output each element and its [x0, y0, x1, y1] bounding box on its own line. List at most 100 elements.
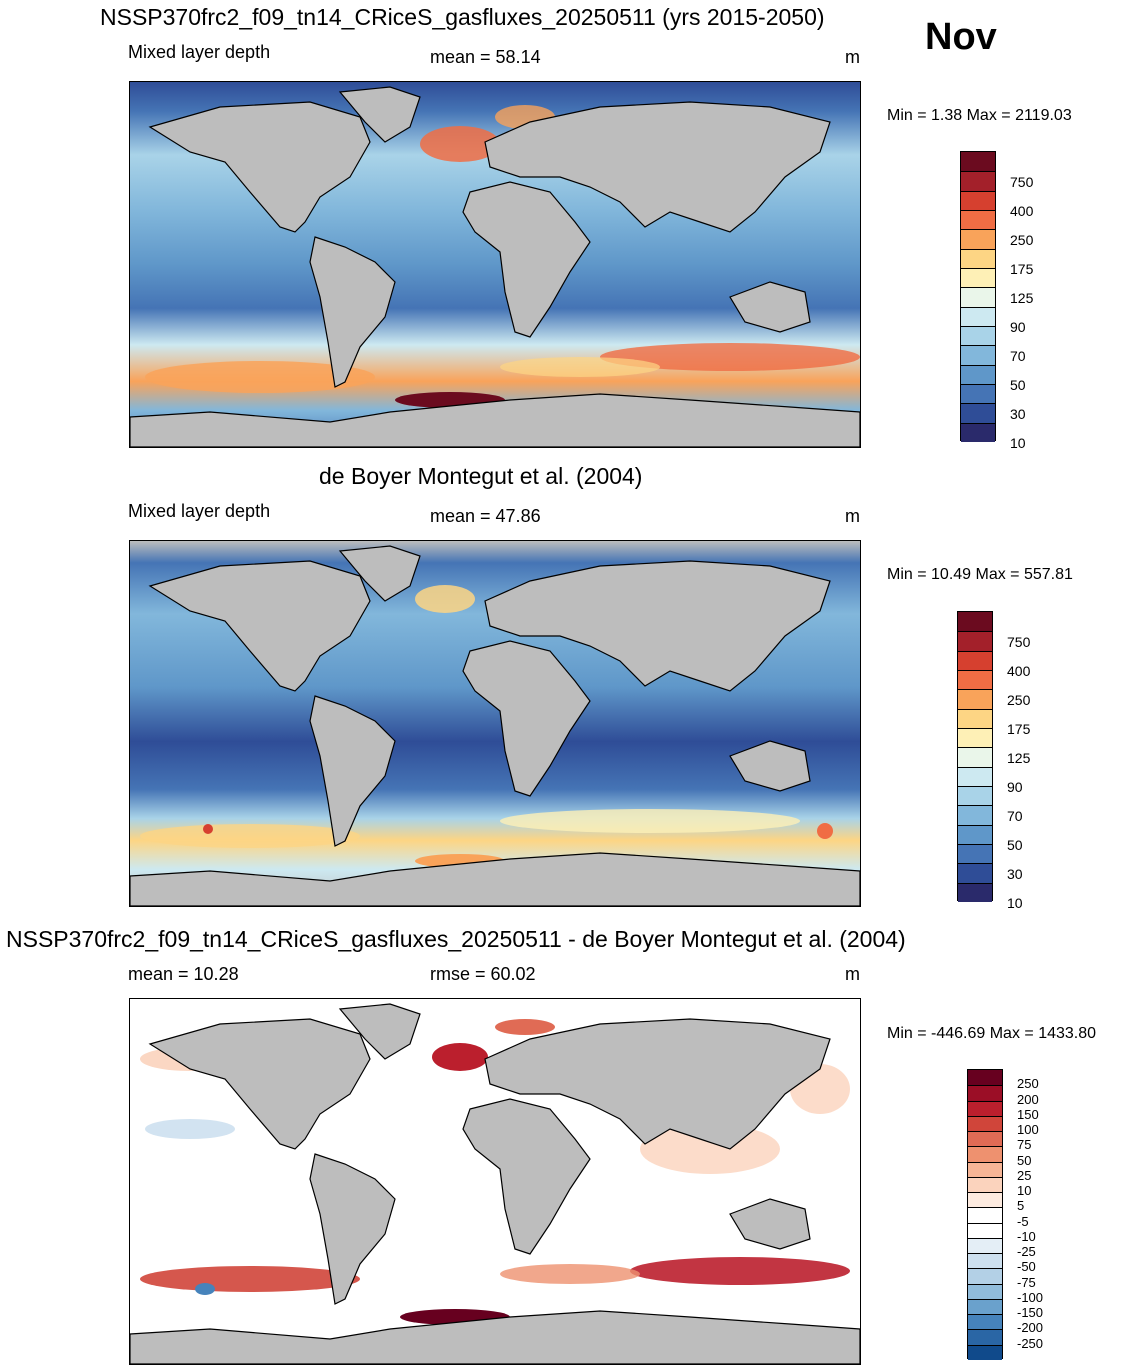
month-label: Nov: [925, 16, 997, 58]
panel-1-map: [129, 81, 861, 448]
colorbar-segment: [968, 1222, 1002, 1238]
colorbar-segment: [958, 631, 992, 651]
panel-3-mean-label: mean = 10.28: [128, 964, 239, 984]
colorbar-tick-label: 125: [1010, 289, 1034, 306]
colorbar-segment: [958, 882, 992, 902]
colorbar-segment: [968, 1100, 1002, 1116]
panel-3-units: m: [845, 964, 860, 984]
colorbar-segment: [961, 229, 995, 249]
colorbar-segment: [968, 1131, 1002, 1147]
colorbar-tick-label: 175: [1010, 260, 1034, 277]
colorbar-segment: [958, 612, 992, 632]
colorbar-tick-label: 30: [1007, 865, 1023, 882]
colorbar-segment: [968, 1253, 1002, 1269]
panel-1-minmax: Min = 1.38 Max = 2119.03: [887, 107, 1072, 124]
panel-2-minmax: Min = 10.49 Max = 557.81: [887, 566, 1073, 583]
colorbar-tick-label: 90: [1007, 778, 1023, 795]
colorbar-segment: [961, 248, 995, 268]
colorbar-tick-label: -200: [1017, 1320, 1044, 1336]
colorbar-segment: [958, 728, 992, 748]
colorbar-tick-label: 25: [1017, 1167, 1032, 1183]
colorbar-tick-label: -250: [1017, 1335, 1044, 1351]
colorbar-segment: [968, 1176, 1002, 1193]
panel-3-minmax: Min = -446.69 Max = 1433.80: [887, 1025, 1097, 1042]
panel-2-map: [129, 540, 861, 907]
colorbar-tick-label: 400: [1010, 202, 1034, 219]
colorbar-segment: [958, 824, 992, 844]
panel-3-rmse-label: rmse = 60.02: [430, 964, 536, 984]
panel-3-map: [129, 998, 861, 1365]
colorbar-segment: [961, 403, 995, 423]
colorbar-tick-label: 90: [1010, 318, 1026, 335]
colorbar-tick-label: -50: [1017, 1259, 1036, 1275]
colorbar-tick-label: 150: [1017, 1106, 1039, 1122]
colorbar-segment: [968, 1192, 1002, 1208]
colorbar-segment: [958, 670, 992, 690]
panel-2-title: de Boyer Montegut et al. (2004): [319, 463, 643, 489]
colorbar-tick-label: 30: [1010, 405, 1026, 422]
colorbar-tick-label: 10: [1010, 434, 1026, 451]
colorbar-segment: [961, 190, 995, 210]
colorbar-tick-label: 75: [1017, 1137, 1032, 1153]
colorbar-segment: [961, 422, 995, 442]
panel-2-variable-label: Mixed layer depth: [128, 501, 271, 521]
colorbar-segment: [958, 689, 992, 709]
colorbar-tick-label: 100: [1017, 1122, 1039, 1138]
panel-2-units: m: [845, 506, 860, 526]
colorbar-tick-label: 750: [1010, 173, 1034, 190]
colorbar-tick-label: 250: [1017, 1076, 1039, 1092]
panel-1-variable-label: Mixed layer depth: [128, 42, 271, 62]
colorbar-segment: [961, 287, 995, 307]
panel-2-colorbar: [957, 611, 993, 902]
colorbar-tick-label: -25: [1017, 1244, 1036, 1260]
panel-3-map-svg: [130, 999, 860, 1364]
panel-3-colorbar: [967, 1069, 1003, 1360]
colorbar-segment: [958, 766, 992, 786]
colorbar-segment: [961, 384, 995, 404]
colorbar-tick-label: 250: [1007, 691, 1031, 708]
colorbar-segment: [968, 1115, 1002, 1132]
colorbar-tick-label: 5: [1017, 1198, 1025, 1214]
colorbar-segment: [958, 805, 992, 825]
colorbar-segment: [961, 210, 995, 230]
panel-2-map-svg: [130, 541, 860, 906]
panel-3-title: NSSP370frc2_f09_tn14_CRiceS_gasfluxes_20…: [6, 926, 906, 952]
colorbar-segment: [961, 326, 995, 346]
colorbar-tick-label: -5: [1017, 1213, 1029, 1229]
colorbar-segment: [958, 863, 992, 883]
panel-1-colorbar: [960, 151, 996, 442]
panel-1-mean-label: mean = 58.14: [430, 47, 541, 67]
colorbar-tick-label: 10: [1017, 1183, 1032, 1199]
colorbar-tick-label: 175: [1007, 720, 1031, 737]
colorbar-segment: [958, 844, 992, 864]
colorbar-tick-label: -100: [1017, 1289, 1044, 1305]
colorbar-tick-label: 70: [1007, 807, 1023, 824]
colorbar-segment: [968, 1283, 1002, 1299]
colorbar-segment: [968, 1314, 1002, 1330]
panel-1-map-svg: [130, 82, 860, 447]
colorbar-tick-label: 250: [1010, 231, 1034, 248]
colorbar-segment: [958, 708, 992, 728]
colorbar-segment: [961, 345, 995, 365]
colorbar-segment: [958, 786, 992, 806]
colorbar-segment: [961, 171, 995, 191]
colorbar-tick-label: 750: [1007, 633, 1031, 650]
colorbar-segment: [968, 1207, 1002, 1223]
colorbar-segment: [961, 364, 995, 384]
panel-1-units: m: [845, 47, 860, 67]
colorbar-segment: [958, 747, 992, 767]
colorbar-segment: [968, 1298, 1002, 1315]
colorbar-tick-label: 200: [1017, 1091, 1039, 1107]
colorbar-segment: [968, 1161, 1002, 1177]
panel-2-mean-label: mean = 47.86: [430, 506, 541, 526]
colorbar-segment: [968, 1237, 1002, 1254]
panel-1-title: NSSP370frc2_f09_tn14_CRiceS_gasfluxes_20…: [100, 4, 825, 30]
colorbar-tick-label: 50: [1017, 1152, 1032, 1168]
colorbar-tick-label: 50: [1007, 836, 1023, 853]
colorbar-tick-label: 125: [1007, 749, 1031, 766]
colorbar-tick-label: 400: [1007, 662, 1031, 679]
colorbar-segment: [968, 1344, 1002, 1360]
colorbar-segment: [961, 152, 995, 172]
colorbar-segment: [968, 1268, 1002, 1284]
colorbar-segment: [968, 1146, 1002, 1162]
